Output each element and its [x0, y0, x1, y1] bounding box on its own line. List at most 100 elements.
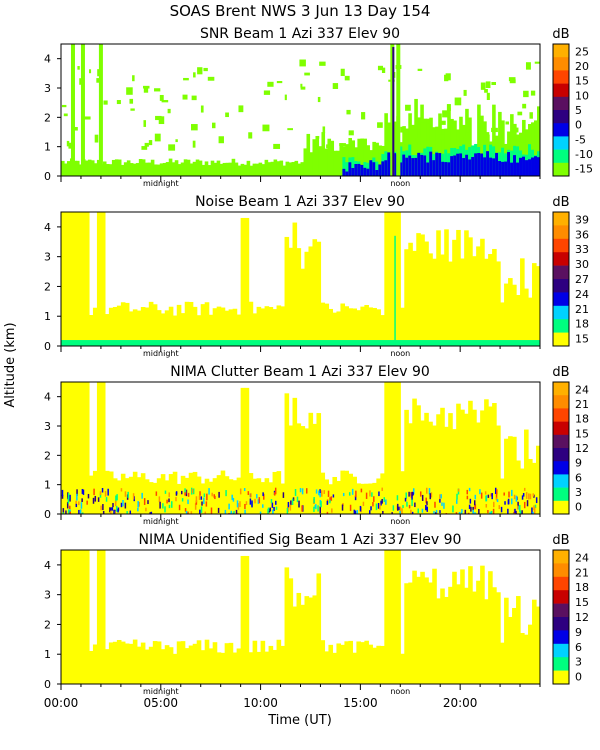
- signal-fill: [360, 642, 365, 684]
- snr-low-band: [174, 160, 179, 176]
- signal-fill: [504, 438, 509, 514]
- colorbar-frame: [552, 43, 570, 177]
- snr-low-band: [225, 162, 230, 176]
- clutter-speck: [517, 501, 519, 507]
- signal-fill: [76, 550, 82, 684]
- signal-fill: [61, 550, 66, 684]
- signal-fill: [76, 382, 82, 514]
- snr-low-band: [222, 162, 227, 176]
- snr-echo: [262, 124, 270, 132]
- y-tick-label: 3: [44, 589, 51, 602]
- signal-fill: [61, 382, 66, 514]
- clutter-speck: [419, 491, 422, 497]
- clutter-speck: [406, 501, 408, 507]
- signal-fill: [80, 382, 86, 514]
- snr-echo: [200, 105, 204, 113]
- signal-fill: [476, 246, 481, 346]
- snr-echo: [73, 126, 78, 131]
- signal-fill: [236, 314, 242, 346]
- snr-high-band: [504, 161, 508, 176]
- snr-echo: [207, 76, 215, 81]
- colorbar-swatch: [553, 448, 569, 462]
- colorbar-tick-label: 12: [575, 442, 589, 455]
- snr-echo: [316, 146, 323, 149]
- colorbar-swatch: [553, 590, 569, 604]
- snr-high-band: [429, 151, 433, 176]
- signal-fill: [288, 247, 294, 346]
- snr-echo: [89, 69, 92, 74]
- noon-label: noon: [390, 349, 410, 358]
- signal-fill: [148, 301, 154, 346]
- clutter-speck: [495, 493, 498, 500]
- signal-fill: [528, 458, 533, 514]
- snr-echo: [387, 124, 390, 132]
- snr-echo: [347, 144, 352, 149]
- snr-low-band: [291, 161, 296, 176]
- signal-fill: [164, 480, 170, 514]
- signal-fill: [432, 425, 437, 514]
- colorbar-tick-label: 0: [575, 119, 582, 132]
- signal-fill: [224, 476, 230, 514]
- clutter-speck: [97, 497, 100, 502]
- clutter-speck: [274, 487, 277, 495]
- snr-high-band: [483, 157, 487, 176]
- panel-title: NIMA Unidentified Sig Beam 1 Azi 337 Ele…: [139, 532, 462, 548]
- clutter-speck: [259, 511, 262, 514]
- signal-fill: [84, 550, 90, 684]
- snr-high-band: [468, 159, 472, 176]
- signal-fill: [400, 307, 405, 346]
- x-tick-label: 15:00: [343, 696, 378, 710]
- clutter-speck: [208, 488, 210, 495]
- snr-echo: [339, 143, 346, 147]
- signal-fill: [240, 555, 246, 684]
- signal-fill: [424, 241, 429, 346]
- clutter-speck: [256, 494, 258, 499]
- colorbar-tick-label: -5: [575, 133, 586, 146]
- snr-echo: [103, 100, 108, 105]
- clutter-speck: [258, 497, 261, 504]
- clutter-speck: [110, 507, 112, 511]
- signal-fill: [424, 412, 429, 514]
- signal-fill: [208, 481, 214, 514]
- signal-fill: [196, 315, 202, 346]
- clutter-speck: [434, 501, 436, 508]
- snr-echo: [484, 132, 490, 140]
- plot-area: [61, 382, 540, 514]
- colorbar-tick-label: 6: [575, 471, 582, 484]
- signal-fill: [276, 471, 282, 514]
- y-tick-label: 2: [44, 618, 51, 631]
- snr-high-band: [411, 158, 415, 176]
- signal-fill: [328, 308, 334, 346]
- clutter-speck: [92, 497, 95, 504]
- signal-fill: [344, 641, 349, 684]
- snr-low-band: [231, 158, 236, 176]
- snr-low-band: [255, 163, 260, 176]
- snr-echo: [466, 126, 470, 133]
- snr-low-band: [159, 163, 164, 176]
- clutter-speck: [359, 505, 362, 512]
- clutter-speck: [206, 493, 208, 501]
- clutter-speck: [110, 510, 112, 514]
- snr-echo: [491, 127, 498, 133]
- clutter-speck: [190, 511, 193, 514]
- snr-low-band: [123, 162, 128, 176]
- clutter-speck: [217, 507, 220, 513]
- signal-fill: [356, 310, 361, 346]
- signal-fill: [280, 483, 286, 514]
- snr-low-band: [180, 162, 185, 176]
- clutter-speck: [519, 510, 522, 514]
- snr-echo: [183, 77, 189, 81]
- clutter-speck: [127, 491, 129, 498]
- clutter-speck: [244, 509, 246, 514]
- clutter-speck: [155, 491, 158, 496]
- colorbar-tick-label: 18: [575, 318, 589, 331]
- signal-fill: [244, 217, 250, 346]
- clutter-speck: [69, 505, 71, 510]
- clutter-speck: [112, 513, 115, 514]
- colorbar-tick-label: 12: [575, 611, 589, 624]
- snr-mid-band: [399, 146, 403, 176]
- clutter-speck: [101, 488, 104, 493]
- snr-echo: [332, 83, 339, 89]
- colorbar-swatch: [553, 617, 569, 631]
- signal-fill: [320, 640, 326, 684]
